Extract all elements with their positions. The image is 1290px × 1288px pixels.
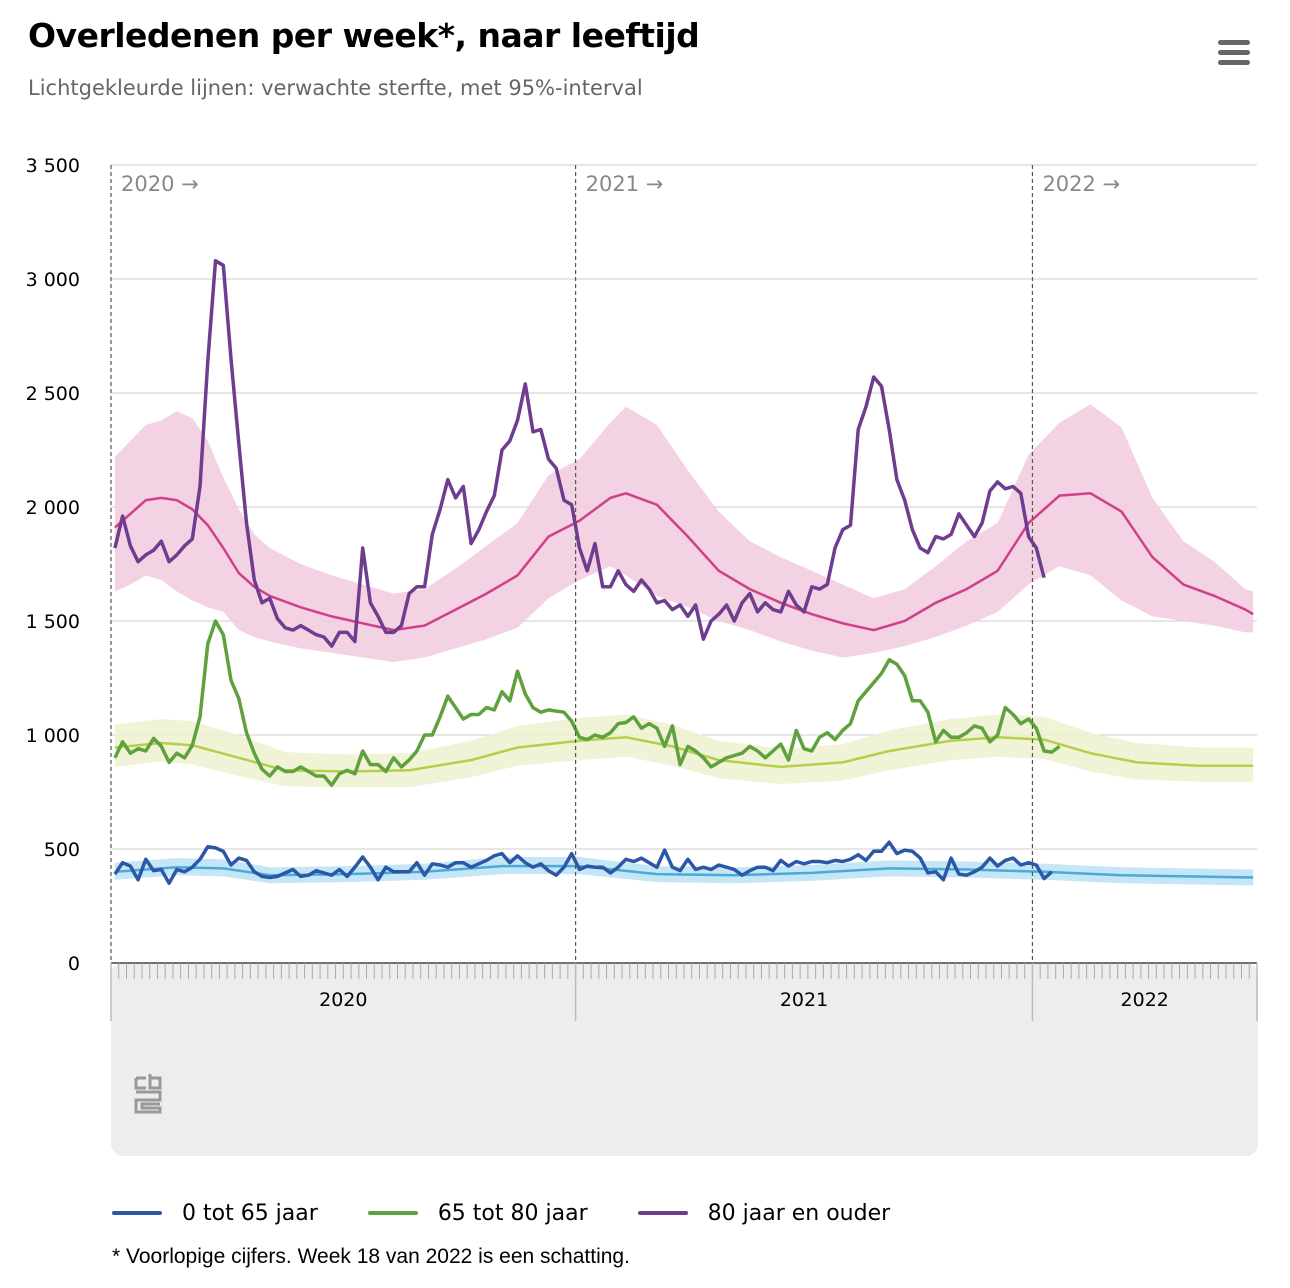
legend-item-0-65[interactable]: 0 tot 65 jaar [112,1201,318,1226]
x-axis-panel [111,963,1258,1156]
y-tick-label: 1 500 [26,611,80,633]
chart-title: Overledenen per week*, naar leeftijd [28,16,700,55]
x-year-label: 2020 [319,989,367,1011]
legend-item-65-80[interactable]: 65 tot 80 jaar [367,1200,588,1226]
legend-label: 65 tot 80 jaar [437,1200,588,1226]
hamburger-menu-icon[interactable] [1214,36,1254,70]
y-tick-label: 3 500 [26,155,80,177]
expected-line-0 [114,864,1254,879]
observed-line-1[interactable] [113,619,1061,787]
observed-line-2[interactable] [113,259,1046,648]
y-tick-label: 2 000 [26,497,80,519]
x-axis: 2020 2021 2022 [110,962,1258,1021]
year-marker-label: 2020 → [121,172,199,196]
x-year-label: 2022 [1121,989,1169,1011]
observed-line-0[interactable] [113,840,1053,885]
expected-lines [114,491,1254,879]
confidence-band-0 [114,857,1254,886]
expected-line-2 [114,491,1254,632]
cbs-logo [134,1074,162,1114]
legend-label: 80 jaar en ouder [707,1200,891,1226]
y-tick-label: 500 [44,839,80,861]
chart: 0 500 1 000 1 500 2 000 2 500 3 000 3 500 2020 … [26,155,1258,1156]
expected-line-1 [114,736,1254,773]
y-tick-label: 1 000 [26,725,80,747]
year-marker-label: 2022 → [1042,172,1120,196]
x-year-label: 2021 [780,989,828,1011]
observed-lines [113,259,1061,885]
y-tick-label: 0 [68,953,80,975]
y-axis: 0 500 1 000 1 500 2 000 2 500 3 000 3 500 [26,155,80,975]
year-marker-label: 2021 → [586,172,664,196]
footnote: * Voorlopige cijfers. Week 18 van 2022 i… [112,1245,630,1268]
legend-label: 0 tot 65 jaar [182,1200,318,1226]
y-tick-label: 2 500 [26,383,80,405]
confidence-bands [114,404,1254,886]
chart-subtitle: Lichtgekleurde lijnen: verwachte sterfte… [28,76,643,100]
y-tick-label: 3 000 [26,269,80,291]
year-dividers: 2020 → 2021 → 2022 → [110,165,1120,963]
legend: 0 tot 65 jaar 65 tot 80 jaar 80 jaar en … [112,1195,940,1231]
legend-item-80-plus[interactable]: 80 jaar en ouder [637,1200,891,1226]
